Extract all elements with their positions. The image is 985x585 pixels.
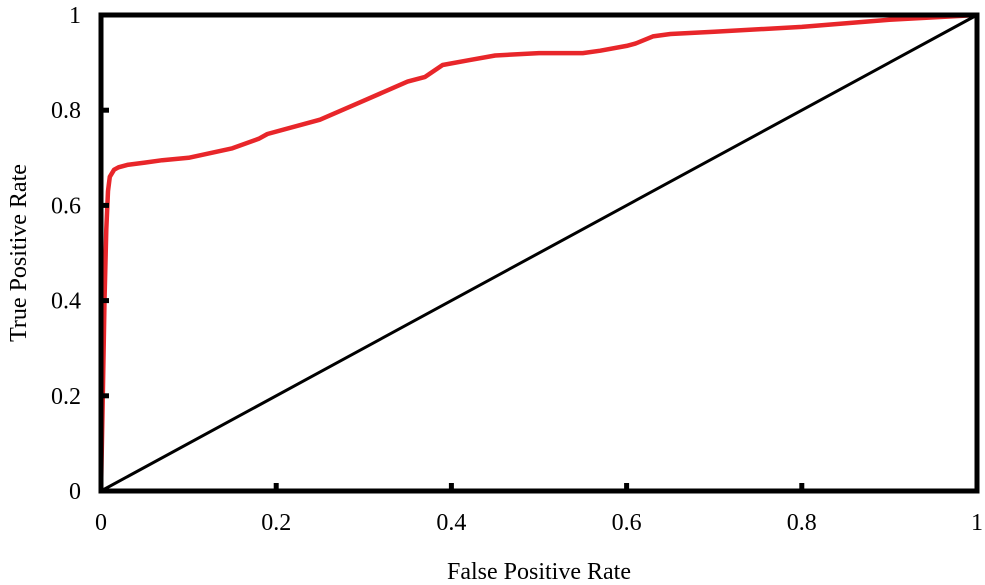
y-axis-title: True Positive Rate (6, 164, 32, 342)
x-tick-label: 1 (971, 510, 983, 536)
y-tick-label: 0 (69, 479, 81, 505)
x-tick-label: 0.4 (436, 510, 466, 536)
y-tick-label: 0.2 (51, 384, 81, 410)
x-tick-label: 0.8 (787, 510, 817, 536)
random-baseline-line (99, 13, 979, 493)
x-tick-label: 0.2 (261, 510, 291, 536)
x-tick-label: 0 (95, 510, 107, 536)
roc-curve-line (98, 12, 980, 494)
series-layer (98, 12, 980, 494)
y-tick-label: 0.6 (51, 193, 81, 219)
ticks-layer: 0 0.2 0.4 0.6 0.8 1 0 0.2 0.4 0.6 0.8 1 (51, 3, 983, 536)
x-tick-label: 0.6 (612, 510, 642, 536)
y-tick-label: 1 (69, 3, 81, 29)
y-tick-label: 0.8 (51, 98, 81, 124)
y-tick-label: 0.4 (51, 289, 81, 315)
plot-frame (98, 12, 980, 494)
x-axis-title: False Positive Rate (447, 559, 631, 585)
